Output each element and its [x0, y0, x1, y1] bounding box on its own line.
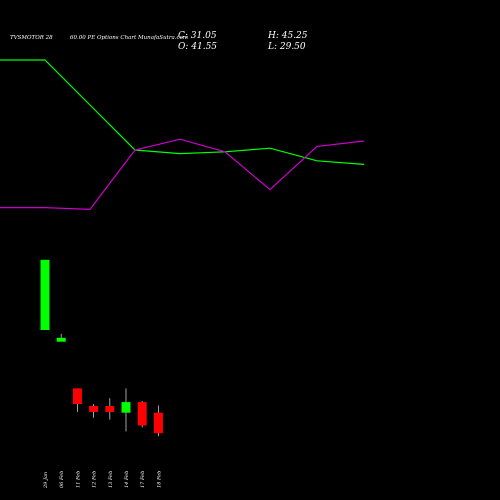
candle-4: [105, 398, 115, 420]
x-tick-label: 29 Jan: [43, 472, 49, 489]
x-axis-ticks: 29 Jan 06 Feb 11 Feb 12 Feb 13 Feb 14 Feb 17 F…: [43, 471, 162, 489]
x-tick-label: 11 Feb: [75, 471, 81, 488]
open-value: O: 41.55: [178, 42, 217, 52]
candle-7: [153, 405, 163, 437]
x-tick-label: 14 Feb: [124, 471, 130, 488]
indicator-lines: [0, 59, 365, 211]
candle-3: [89, 404, 99, 418]
candle-body: [105, 406, 115, 412]
candles: [40, 259, 163, 437]
candle-body: [89, 406, 99, 412]
x-tick-label: 13 Feb: [108, 471, 114, 488]
x-tick-label: 18 Feb: [156, 471, 162, 488]
close-value: C: 31.05: [178, 31, 217, 41]
candle-body: [121, 402, 131, 413]
candle-body: [72, 388, 82, 404]
indicator-line-1: [0, 59, 365, 165]
chart-title-left: TVSMOTOR 28: [10, 35, 53, 41]
x-tick-label: 06 Feb: [59, 471, 65, 488]
candle-body: [137, 402, 147, 426]
candle-body: [56, 337, 66, 342]
low-value: L: 29.50: [267, 42, 306, 52]
candle-6: [137, 401, 147, 428]
candle-body: [153, 412, 163, 434]
indicator-line-2: [0, 138, 365, 211]
candle-2: [72, 388, 82, 412]
candle-body: [40, 259, 50, 330]
chart-title-right: 60.00 PE Options Chart MunafaSutra.com: [70, 35, 188, 41]
x-tick-label: 17 Feb: [140, 471, 146, 488]
high-value: H: 45.25: [267, 31, 308, 41]
candle-0: [40, 259, 50, 330]
candle-1: [56, 333, 66, 342]
candle-5: [121, 388, 131, 432]
x-tick-label: 12 Feb: [92, 471, 98, 488]
